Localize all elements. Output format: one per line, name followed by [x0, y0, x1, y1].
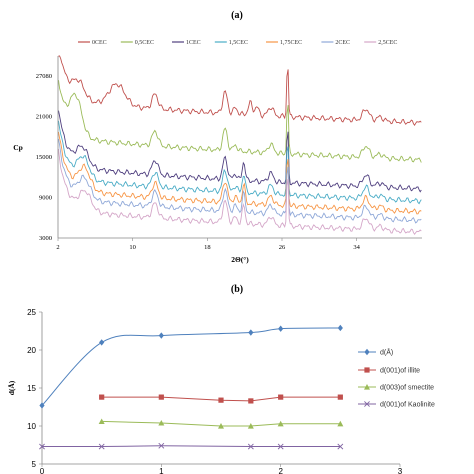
- chart-a-legend-label: 1CEC: [186, 40, 201, 46]
- chart-b-y-tick-label: 15: [27, 384, 36, 393]
- chart-b-ylabel: d(Å): [7, 380, 16, 395]
- chart-b-point: [337, 420, 344, 427]
- chart-b-series-line: [41, 327, 341, 406]
- chart-b-point: [39, 443, 45, 450]
- chart-a-x-tick-label: 34: [353, 244, 360, 251]
- chart-b-point: [337, 443, 344, 450]
- chart-a-xlabel: 2Θ(°): [231, 255, 249, 264]
- chart-b-title: (b): [231, 284, 243, 295]
- chart-b-y-tick-label: 25: [27, 308, 36, 317]
- chart-b-point: [218, 397, 224, 403]
- chart-b-point: [364, 401, 370, 407]
- chart-a-series-line: [58, 139, 422, 224]
- chart-b-y-tick-label: 5: [32, 460, 37, 469]
- chart-a-x-tick-label: 10: [129, 244, 136, 251]
- chart-b-y-tick-label: 10: [27, 422, 36, 431]
- chart-b-point: [277, 420, 284, 427]
- chart-a-series-line: [58, 120, 422, 205]
- chart-b-point: [247, 443, 254, 450]
- chart-b-legend-label: d(001)of illite: [380, 368, 420, 375]
- chart-b-point: [248, 398, 254, 404]
- chart-a-legend: 0CEC 0,5CEC 1CEC 1,5CEC 1,75CEC 2CEC 2,5CEC: [78, 40, 397, 46]
- chart-a-y-tick-label: 21000: [36, 114, 52, 121]
- chart-b-point: [158, 332, 164, 339]
- chart-a-ticks: 2 10 18 26 34 3000 9000 15000 21000 27080: [36, 73, 361, 251]
- chart-b-legend-label: d(003)of smectite: [380, 385, 434, 392]
- chart-b-point: [98, 443, 105, 450]
- chart-b-point: [364, 348, 370, 356]
- chart-b-series-line: [101, 396, 341, 402]
- chart-b-point: [364, 367, 370, 373]
- chart-a-series-line: [58, 110, 422, 193]
- chart-b-point: [337, 394, 343, 400]
- chart-a-series-line: [58, 131, 422, 215]
- chart-b-point: [158, 442, 165, 449]
- chart-a-y-tick-label: 3000: [39, 235, 52, 242]
- chart-b-point: [39, 402, 45, 409]
- chart-b-x-tick-label: 2: [278, 467, 283, 474]
- chart-b-legend-label: d(Å): [380, 348, 393, 357]
- chart-b-series: [39, 324, 344, 450]
- chart-a-series-line: [58, 80, 422, 163]
- chart-b-point: [277, 443, 284, 450]
- xrd-chart: (a) 0CEC 0,5CEC 1CEC 1,5CEC 1,75CEC 2CEC 2,5CE…: [13, 10, 422, 264]
- chart-a-series-line: [58, 55, 422, 127]
- chart-b-ticks: 0 1 2 3 5 10 15 20 25: [27, 308, 403, 474]
- chart-b-point: [218, 423, 224, 429]
- chart-b-x-tick-label: 1: [159, 467, 164, 474]
- chart-a-x-tick-label: 18: [204, 244, 211, 251]
- chart-b-series-line: [101, 420, 341, 427]
- chart-a-legend-label: 2,5CEC: [378, 40, 397, 46]
- chart-a-series-line: [58, 148, 422, 235]
- chart-b-x-tick-label: 3: [398, 467, 403, 474]
- chart-b-point: [158, 394, 164, 400]
- chart-a-ylabel: Cp: [13, 143, 23, 152]
- chart-a-legend-label: 1,75CEC: [280, 40, 302, 46]
- chart-a-legend-label: 0,5CEC: [135, 40, 154, 46]
- chart-a-legend-label: 0CEC: [92, 40, 107, 46]
- chart-a-series: [58, 55, 422, 235]
- chart-b-legend: d(Å) d(001)of illite d(003)of smectite d(00…: [358, 348, 435, 409]
- chart-b-point: [98, 418, 105, 425]
- chart-a-y-tick-label: 9000: [39, 195, 52, 202]
- chart-b-series-line: [42, 445, 341, 447]
- chart-a-x-tick-label: 26: [279, 244, 286, 251]
- chart-b-point: [247, 423, 254, 429]
- chart-a-legend-label: 2CEC: [335, 40, 350, 46]
- chart-a-title: (a): [231, 10, 243, 21]
- chart-b-point: [99, 339, 105, 346]
- chart-b-point: [99, 394, 105, 400]
- chart-a-legend-label: 1,5CEC: [229, 40, 248, 46]
- chart-b-y-tick-label: 20: [27, 346, 36, 355]
- chart-b-legend-label: d(001)of Kaolinite: [380, 402, 435, 409]
- chart-b-point: [158, 419, 165, 426]
- chart-a-y-tick-label: 27080: [36, 73, 52, 80]
- chart-b-point: [278, 394, 284, 400]
- chart-b-x-tick-label: 0: [40, 467, 45, 474]
- chart-b-point: [248, 329, 254, 336]
- chart-a-x-tick-label: 2: [56, 244, 59, 251]
- chart-a-y-tick-label: 15000: [36, 154, 52, 161]
- chart-b-point: [364, 384, 370, 390]
- chart-b-point: [337, 324, 343, 332]
- d-spacing-chart: (b) 0 1 2 3 5 10 15 20 25 d(Å) d(001)of illite d(0…: [7, 284, 435, 474]
- chart-b-point: [278, 325, 284, 332]
